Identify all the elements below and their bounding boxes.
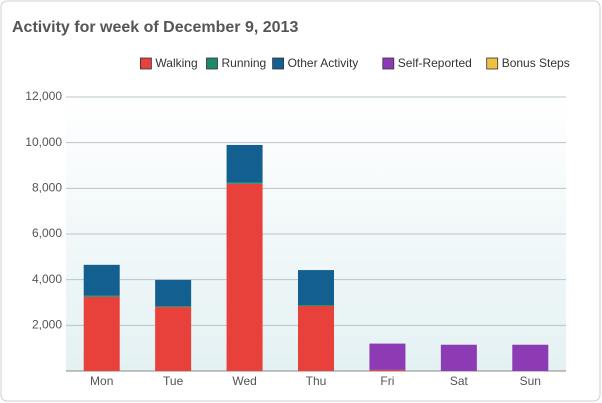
legend-swatch bbox=[272, 57, 285, 70]
bar-segment bbox=[298, 270, 334, 306]
bar-segment bbox=[440, 344, 477, 371]
bar-segment bbox=[369, 343, 406, 370]
bar-segment bbox=[512, 344, 549, 371]
y-tick-label: 8,000 bbox=[32, 181, 62, 195]
y-tick-label: 12,000 bbox=[25, 89, 62, 103]
bar-segment bbox=[83, 264, 120, 296]
legend-label: Walking bbox=[155, 56, 197, 70]
chart-title: Activity for week of December 9, 2013 bbox=[12, 19, 298, 36]
legend-swatch bbox=[139, 57, 152, 70]
x-tick-label: Sun bbox=[520, 374, 541, 388]
bar-segment bbox=[226, 183, 263, 371]
legend-label: Other Activity bbox=[288, 56, 359, 70]
x-tick-label: Tue bbox=[163, 374, 184, 388]
y-tick-label: 4,000 bbox=[32, 272, 62, 286]
y-tick-label: 2,000 bbox=[32, 318, 62, 332]
legend-label: Self-Reported bbox=[398, 56, 472, 70]
legend-label: Running bbox=[222, 56, 267, 70]
bar-segment bbox=[369, 369, 406, 371]
x-tick-label: Sat bbox=[450, 374, 469, 388]
bar-segment bbox=[226, 144, 263, 183]
x-tick-label: Thu bbox=[306, 374, 327, 388]
bar-segment bbox=[226, 182, 263, 184]
y-tick-label: 6,000 bbox=[32, 226, 62, 240]
bar-segment bbox=[83, 295, 120, 297]
x-tick-label: Fri bbox=[380, 374, 394, 388]
bar-segment bbox=[155, 307, 192, 371]
bar-segment bbox=[298, 305, 334, 371]
x-tick-label: Mon bbox=[90, 374, 113, 388]
legend-swatch bbox=[486, 57, 499, 70]
legend-swatch bbox=[382, 57, 395, 70]
bar-segment bbox=[155, 306, 192, 308]
legend-label: Bonus Steps bbox=[502, 56, 570, 70]
x-tick-label: Wed bbox=[232, 374, 256, 388]
bar-segment bbox=[298, 305, 334, 306]
bar-segment bbox=[155, 279, 192, 307]
legend-swatch bbox=[206, 57, 218, 70]
bar-segment bbox=[83, 296, 120, 371]
y-tick-label: 10,000 bbox=[25, 135, 62, 149]
